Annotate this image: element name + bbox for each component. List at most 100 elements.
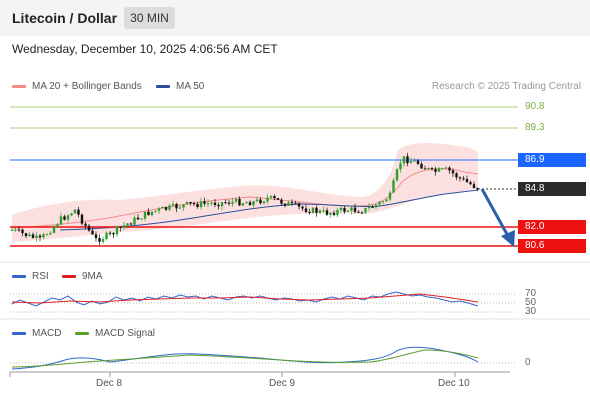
legend-macd-label: MACD (32, 328, 62, 339)
macd-swatch-icon (12, 331, 26, 335)
candle-body (31, 234, 35, 238)
credit-label: Research © 2025 Trading Central (431, 81, 581, 92)
candle-body (395, 169, 399, 181)
legend-signal-label: MACD Signal (95, 328, 156, 339)
candle-body (469, 182, 472, 185)
header-bar: Litecoin / Dollar 30 MIN (0, 0, 590, 36)
candle-body (385, 199, 388, 202)
candle-body (133, 217, 136, 225)
candle-body (119, 226, 122, 228)
candle-body (87, 225, 91, 231)
pivot-label: 86.9 (518, 153, 586, 167)
candle-body (451, 170, 455, 174)
candle-body (269, 195, 273, 198)
candle-body (413, 160, 416, 162)
legend-ma50: MA 50 (156, 81, 204, 92)
legend-rsi-ma-label: 9MA (82, 271, 103, 282)
candle-body (322, 210, 325, 212)
candle-body (301, 206, 304, 209)
candle-body (416, 160, 420, 164)
candle-body (168, 205, 171, 210)
rsi-tick-70: 70 (525, 288, 537, 299)
candle-body (143, 211, 147, 219)
candle-body (38, 235, 42, 238)
candle-body (227, 202, 231, 204)
last-price-label: 84.8 (518, 182, 586, 196)
rsi-ma-line (11, 293, 479, 304)
legend-rsi: RSI (12, 271, 49, 282)
candle-body (101, 239, 105, 242)
candle-body (84, 223, 87, 226)
candle-body (24, 233, 28, 237)
candle-body (189, 201, 192, 204)
ma50-swatch-icon (156, 84, 170, 88)
candle-body (462, 178, 465, 180)
rsi-swatch-icon (12, 274, 26, 278)
candle-body (192, 203, 196, 205)
candle-body (10, 229, 14, 231)
candle-body (35, 235, 38, 238)
candle-body (112, 233, 115, 235)
candle-body (21, 229, 24, 234)
legend-rsi-ma: 9MA (62, 271, 103, 282)
candle-body (458, 177, 462, 179)
candle-body (161, 206, 164, 209)
candle-body (140, 218, 143, 220)
candle-body (252, 201, 255, 206)
candle-body (266, 197, 269, 202)
candle-body (427, 167, 430, 169)
candle-body (220, 202, 224, 207)
candle-body (63, 216, 66, 220)
candle-body (175, 203, 178, 209)
candle-body (409, 161, 413, 164)
candle-body (105, 232, 108, 240)
candle-body (360, 212, 364, 214)
candle-body (255, 199, 259, 202)
legend-rsi-label: RSI (32, 271, 49, 282)
candle-body (311, 207, 315, 214)
candle-body (371, 207, 374, 209)
candle-body (259, 199, 262, 204)
candle-body (45, 234, 49, 236)
forecast-arrowhead-icon (501, 230, 515, 247)
candle-body (276, 198, 280, 200)
candle-body (98, 238, 101, 242)
rsi-tick-50: 50 (525, 297, 537, 308)
candle-body (115, 226, 119, 235)
candle-body (290, 202, 294, 204)
rsi-line (11, 291, 479, 307)
candle-body (49, 232, 52, 235)
candle-body (381, 201, 385, 203)
ma50-line (59, 189, 479, 231)
candle-body (399, 163, 402, 170)
candle-body (315, 207, 318, 213)
candle-body (420, 163, 423, 169)
legend-macd-signal: MACD Signal (75, 328, 155, 339)
candle-body (441, 168, 444, 170)
candle-body (448, 167, 451, 171)
support-1-label: 82.0 (518, 220, 586, 234)
candle-body (126, 223, 129, 226)
candle-body (56, 224, 59, 227)
ma20-swatch-icon (12, 84, 26, 88)
candle-body (304, 208, 308, 212)
candle-body (283, 203, 287, 206)
candle-body (122, 225, 126, 228)
candle-body (364, 207, 367, 213)
macd-signal-line (11, 349, 479, 368)
candle-body (231, 201, 234, 204)
candle-body (455, 173, 458, 178)
rsi-tick-30: 30 (525, 306, 537, 317)
timeframe-button[interactable]: 30 MIN (124, 7, 175, 29)
candle-body (157, 208, 161, 211)
candle-body (185, 201, 189, 205)
x-label-dec9: Dec 9 (269, 378, 296, 389)
resistance-2-label: 90.8 (525, 101, 545, 112)
candle-body (280, 199, 283, 204)
candle-body (350, 207, 353, 211)
candle-body (472, 184, 476, 188)
candle-body (339, 207, 343, 210)
candle-body (210, 202, 213, 204)
rsi-ma-swatch-icon (62, 274, 76, 278)
